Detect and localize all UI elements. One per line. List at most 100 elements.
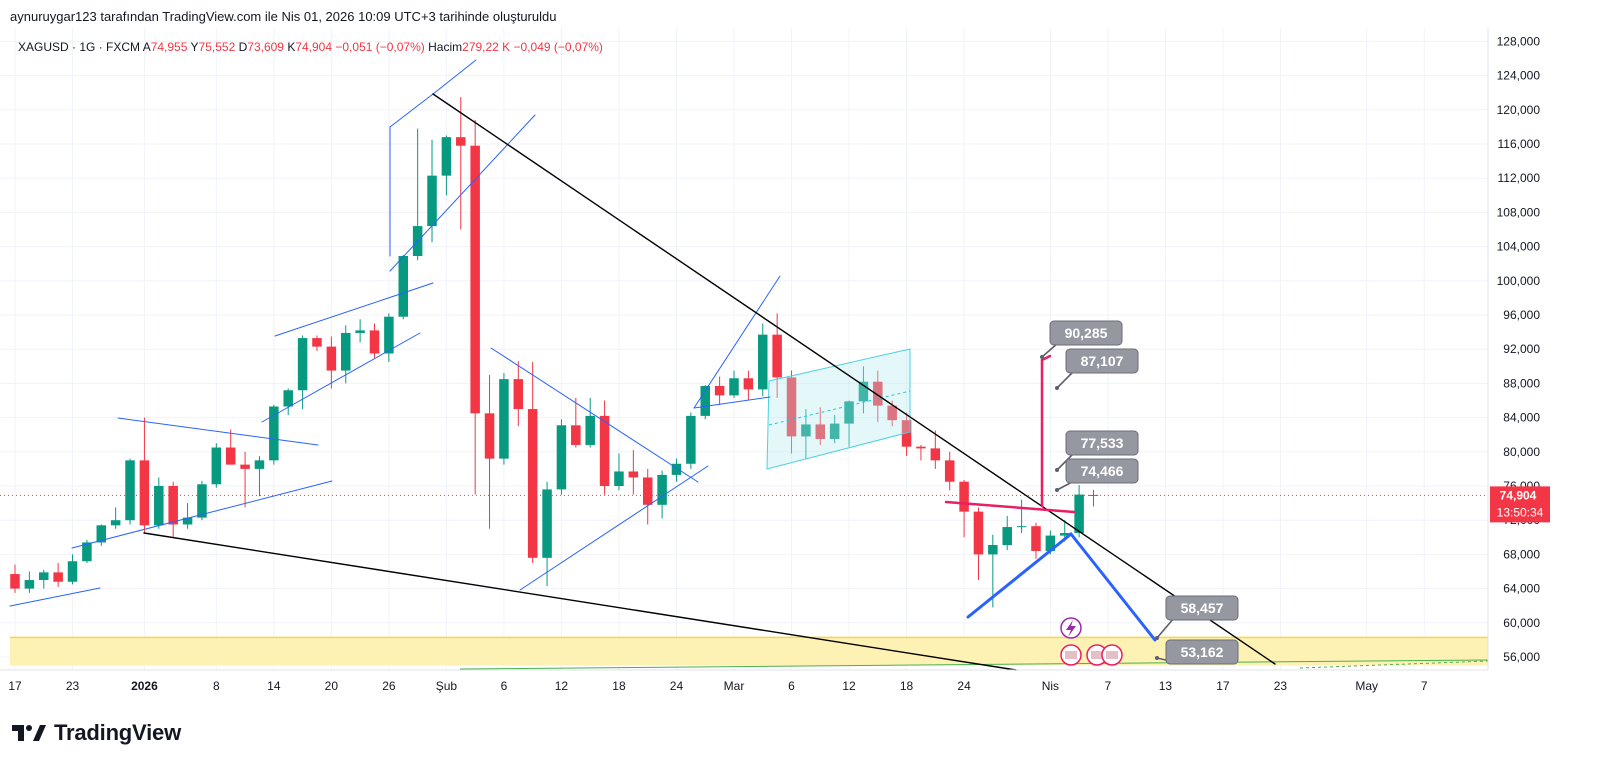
candle[interactable] bbox=[10, 564, 20, 593]
candle[interactable] bbox=[1002, 515, 1012, 551]
candle[interactable] bbox=[614, 453, 624, 491]
candle[interactable] bbox=[858, 366, 869, 414]
time-axis[interactable]: 17 23 2026 8 14 20 26 Şub 6 12 18 24 Mar 6 12 18 24 Nis 7 1… bbox=[0, 669, 1488, 693]
candle[interactable] bbox=[53, 562, 63, 587]
candle[interactable] bbox=[254, 456, 265, 497]
price-tick-label: 80,000 bbox=[1503, 445, 1540, 459]
breakout-line[interactable] bbox=[944, 500, 1076, 514]
candle[interactable] bbox=[527, 362, 538, 563]
price-axis-bg bbox=[1488, 0, 1600, 670]
candle[interactable] bbox=[197, 480, 207, 521]
candle[interactable] bbox=[714, 376, 725, 405]
channel-line[interactable] bbox=[389, 93, 434, 128]
candle[interactable] bbox=[312, 335, 322, 351]
info-open-label: A bbox=[143, 40, 151, 54]
candle[interactable] bbox=[671, 458, 682, 482]
channel-line[interactable] bbox=[261, 332, 421, 423]
candle[interactable] bbox=[441, 135, 452, 196]
candle[interactable] bbox=[139, 417, 150, 534]
wedge-line[interactable] bbox=[490, 347, 699, 483]
time-tick-label: 8 bbox=[213, 679, 220, 693]
candle[interactable] bbox=[499, 373, 509, 465]
candle[interactable] bbox=[930, 430, 941, 469]
candle[interactable] bbox=[901, 412, 912, 457]
candle[interactable] bbox=[398, 255, 409, 320]
candle[interactable] bbox=[973, 507, 984, 581]
candle[interactable] bbox=[873, 370, 883, 422]
candle[interactable] bbox=[456, 96, 466, 230]
candle[interactable] bbox=[110, 507, 121, 529]
candle[interactable] bbox=[729, 370, 739, 398]
candle[interactable] bbox=[556, 419, 567, 495]
candle[interactable] bbox=[657, 470, 667, 519]
lightning-icon bbox=[1066, 620, 1076, 637]
candle[interactable] bbox=[686, 412, 696, 469]
candle[interactable] bbox=[1074, 485, 1084, 538]
callout-label: 77,533 bbox=[1081, 435, 1124, 451]
channel-line[interactable] bbox=[432, 59, 477, 95]
channel-line[interactable] bbox=[9, 587, 101, 607]
candle[interactable] bbox=[628, 450, 639, 495]
candle[interactable] bbox=[513, 361, 524, 427]
descending-trendline[interactable] bbox=[143, 532, 1017, 671]
current-price-tag[interactable] bbox=[1490, 486, 1550, 523]
candle[interactable] bbox=[427, 139, 437, 243]
descending-trendline[interactable] bbox=[432, 93, 1276, 665]
candle[interactable] bbox=[470, 120, 480, 495]
tradingview-logo[interactable]: TradingView bbox=[12, 720, 181, 746]
candle[interactable] bbox=[542, 481, 552, 587]
candle[interactable] bbox=[297, 335, 308, 410]
projection-line[interactable] bbox=[966, 532, 1073, 619]
candle[interactable] bbox=[1016, 499, 1027, 534]
candle[interactable] bbox=[154, 477, 164, 529]
projection-line[interactable] bbox=[1069, 532, 1157, 642]
candle-body bbox=[398, 256, 409, 317]
candle[interactable] bbox=[240, 451, 250, 508]
channel-line[interactable] bbox=[693, 396, 771, 409]
channel-line[interactable] bbox=[71, 480, 333, 549]
candle[interactable] bbox=[758, 323, 768, 397]
candle[interactable] bbox=[369, 323, 380, 358]
channel-line[interactable] bbox=[693, 275, 781, 409]
candle[interactable] bbox=[168, 481, 178, 538]
candle[interactable] bbox=[484, 374, 495, 529]
candle[interactable] bbox=[326, 336, 337, 389]
candle[interactable] bbox=[125, 458, 135, 525]
candle[interactable] bbox=[844, 400, 854, 447]
candle[interactable] bbox=[801, 409, 811, 459]
candle[interactable] bbox=[39, 569, 49, 589]
channel-line[interactable] bbox=[117, 417, 319, 446]
candle[interactable] bbox=[269, 404, 279, 465]
candle[interactable] bbox=[786, 370, 797, 454]
candle[interactable] bbox=[585, 397, 595, 448]
candle[interactable] bbox=[571, 397, 581, 448]
candle[interactable] bbox=[96, 524, 107, 546]
target-line[interactable] bbox=[1040, 354, 1052, 362]
channel-line[interactable] bbox=[274, 282, 434, 337]
candle[interactable] bbox=[944, 451, 955, 491]
candle[interactable] bbox=[916, 444, 926, 461]
candles-layer[interactable] bbox=[10, 96, 1099, 608]
candle[interactable] bbox=[283, 388, 293, 416]
candle[interactable] bbox=[743, 370, 754, 401]
price-axis[interactable]: 128,000 124,000 120,000 116,000 112,000 108,0… bbox=[1487, 0, 1600, 670]
candle[interactable] bbox=[67, 554, 78, 585]
candle[interactable] bbox=[24, 571, 35, 593]
candle[interactable] bbox=[1031, 522, 1041, 559]
candle[interactable] bbox=[642, 468, 653, 525]
candle[interactable] bbox=[599, 400, 610, 495]
candle[interactable] bbox=[211, 443, 222, 488]
candle[interactable] bbox=[815, 407, 826, 445]
candle[interactable] bbox=[1088, 489, 1099, 507]
candle[interactable] bbox=[182, 503, 193, 529]
channel-line[interactable] bbox=[389, 114, 536, 272]
candle[interactable] bbox=[355, 319, 365, 343]
candle[interactable] bbox=[340, 325, 351, 384]
wedge-line[interactable] bbox=[519, 465, 709, 591]
drawings-layer[interactable] bbox=[0, 59, 1488, 671]
candle[interactable] bbox=[384, 313, 394, 363]
candle[interactable] bbox=[959, 480, 969, 538]
candle[interactable] bbox=[829, 415, 840, 444]
candle[interactable] bbox=[225, 429, 236, 465]
